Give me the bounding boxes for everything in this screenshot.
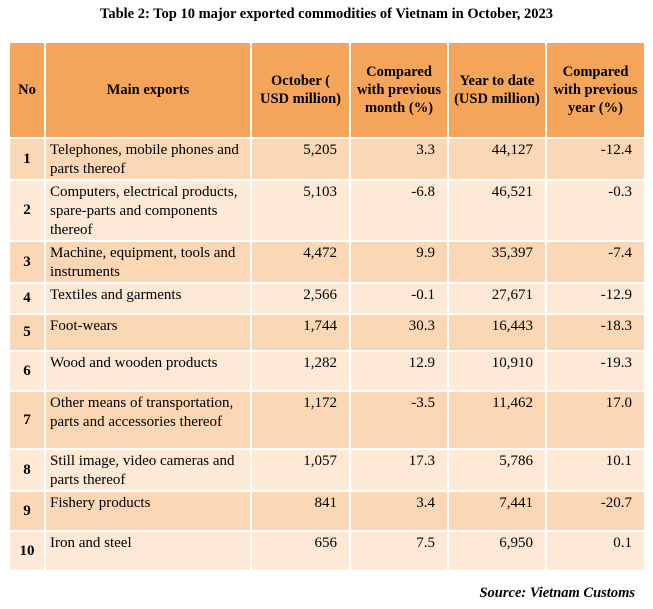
row-compared-month: 12.9	[349, 350, 449, 392]
row-compared-year: 17.0	[545, 390, 646, 450]
header-compared-month: Compared with previous month (%)	[349, 41, 449, 139]
row-october-value: 5,205	[250, 137, 351, 181]
row-export-name: Iron and steel	[44, 530, 252, 572]
table-row: 4 Textiles and garments 2,566 -0.1 27,671 -12…	[8, 282, 646, 315]
row-export-name: Telephones, mobile phones and parts ther…	[44, 137, 252, 181]
table-row: 10 Iron and steel 656 7.5 6,950 0.1	[8, 530, 646, 572]
row-compared-month: -6.8	[349, 179, 449, 242]
row-october-value: 2,566	[250, 282, 351, 315]
row-october-value: 5,103	[250, 179, 351, 242]
row-october-value: 4,472	[250, 240, 351, 284]
row-compared-year: -20.7	[545, 490, 646, 532]
row-october-value: 1,282	[250, 350, 351, 392]
row-october-value: 1,744	[250, 313, 351, 352]
row-export-name: Textiles and garments	[44, 282, 252, 315]
row-compared-month: 17.3	[349, 448, 449, 492]
table-row: 9 Fishery products 841 3.4 7,441 -20.7	[8, 490, 646, 532]
source-note: Source: Vietnam Customs	[479, 585, 635, 601]
row-ytd-value: 11,462	[447, 390, 547, 450]
row-october-value: 1,172	[250, 390, 351, 450]
header-no: No	[8, 41, 46, 139]
header-main-exports: Main exports	[44, 41, 252, 139]
row-compared-month: 30.3	[349, 313, 449, 352]
table-row: 5 Foot-wears 1,744 30.3 16,443 -18.3	[8, 313, 646, 352]
row-no: 10	[8, 530, 46, 572]
row-export-name: Still image, video cameras and parts the…	[44, 448, 252, 492]
row-ytd-value: 27,671	[447, 282, 547, 315]
row-ytd-value: 10,910	[447, 350, 547, 392]
row-export-name: Wood and wooden products	[44, 350, 252, 392]
row-compared-year: -18.3	[545, 313, 646, 352]
header-october: October ( USD million)	[250, 41, 351, 139]
row-ytd-value: 16,443	[447, 313, 547, 352]
row-ytd-value: 5,786	[447, 448, 547, 492]
row-export-name: Foot-wears	[44, 313, 252, 352]
row-no: 1	[8, 137, 46, 181]
row-no: 7	[8, 390, 46, 450]
row-no: 2	[8, 179, 46, 242]
row-no: 8	[8, 448, 46, 492]
row-compared-month: 3.4	[349, 490, 449, 532]
table-row: 3 Machine, equipment, tools and instrumen…	[8, 240, 646, 284]
row-no: 5	[8, 313, 46, 352]
row-compared-year: -12.4	[545, 137, 646, 181]
row-compared-month: -3.5	[349, 390, 449, 450]
row-compared-year: 0.1	[545, 530, 646, 572]
row-october-value: 1,057	[250, 448, 351, 492]
row-october-value: 841	[250, 490, 351, 532]
table-row: 7 Other means of transportation, parts an…	[8, 390, 646, 450]
row-compared-month: 9.9	[349, 240, 449, 284]
row-compared-year: -19.3	[545, 350, 646, 392]
row-compared-month: -0.1	[349, 282, 449, 315]
row-compared-month: 3.3	[349, 137, 449, 181]
row-compared-year: -7.4	[545, 240, 646, 284]
row-ytd-value: 7,441	[447, 490, 547, 532]
row-no: 6	[8, 350, 46, 392]
table-row: 8 Still image, video cameras and parts th…	[8, 448, 646, 492]
row-ytd-value: 35,397	[447, 240, 547, 284]
row-compared-month: 7.5	[349, 530, 449, 572]
table-title: Table 2: Top 10 major exported commoditi…	[100, 6, 553, 22]
exports-table: No Main exports October ( USD million) C…	[8, 41, 646, 572]
header-row: No Main exports October ( USD million) C…	[8, 41, 646, 139]
row-ytd-value: 44,127	[447, 137, 547, 181]
table-row: 6 Wood and wooden products 1,282 12.9 10,910…	[8, 350, 646, 392]
header-ytd: Year to date (USD million)	[447, 41, 547, 139]
row-ytd-value: 46,521	[447, 179, 547, 242]
row-export-name: Computers, electrical products, spare-pa…	[44, 179, 252, 242]
row-compared-year: -0.3	[545, 179, 646, 242]
row-compared-year: 10.1	[545, 448, 646, 492]
table-row: 2 Computers, electrical products, spare-p…	[8, 179, 646, 242]
table-row: 1 Telephones, mobile phones and parts the…	[8, 137, 646, 181]
row-export-name: Machine, equipment, tools and instrument…	[44, 240, 252, 284]
row-compared-year: -12.9	[545, 282, 646, 315]
row-no: 9	[8, 490, 46, 532]
row-export-name: Fishery products	[44, 490, 252, 532]
row-export-name: Other means of transportation, parts and…	[44, 390, 252, 450]
header-compared-year: Compared with previous year (%)	[545, 41, 646, 139]
row-no: 3	[8, 240, 46, 284]
row-ytd-value: 6,950	[447, 530, 547, 572]
row-no: 4	[8, 282, 46, 315]
row-october-value: 656	[250, 530, 351, 572]
